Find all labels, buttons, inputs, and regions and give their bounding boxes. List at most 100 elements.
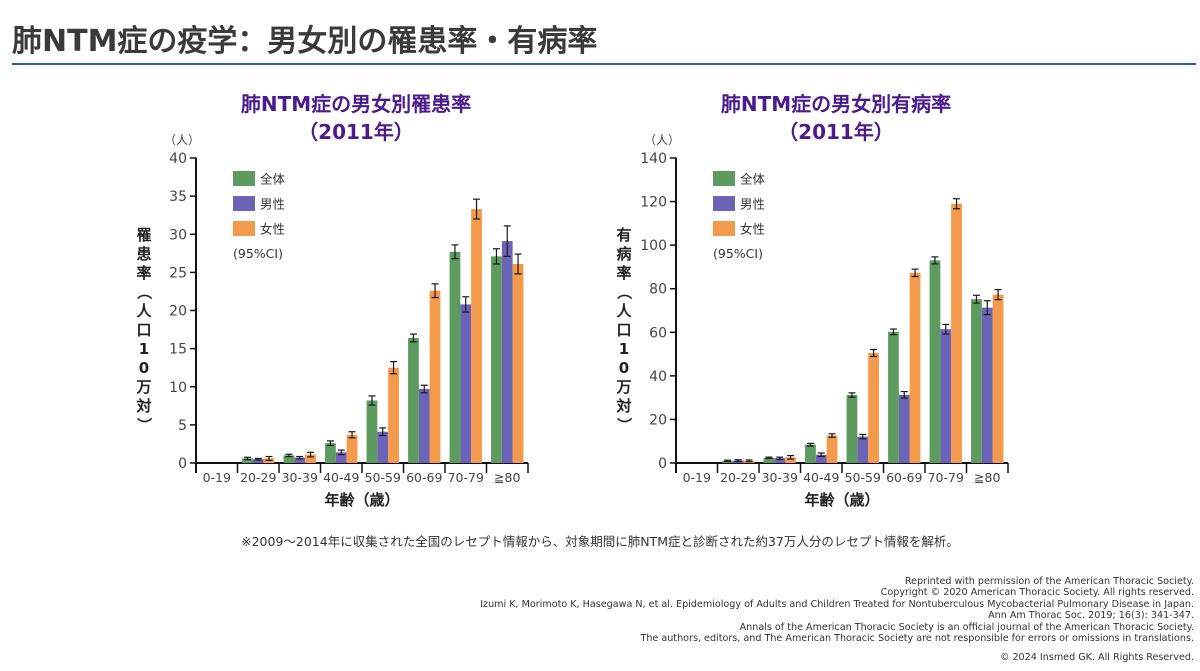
y-tick-label: 0 [658,456,667,472]
bar-male [815,454,827,463]
bar-overall [805,444,816,463]
y-axis-title-char: ） [615,417,633,432]
x-tick-label: 30-39 [282,470,318,485]
y-axis-title-char: 1 [619,340,629,358]
y-tick-label: 120 [640,195,667,211]
chart-subtitle: （2011年） [778,120,894,144]
bar-overall [491,256,502,463]
y-tick-label: 35 [169,189,187,205]
x-tick-label: 60-69 [406,470,442,485]
x-tick-label: 30-39 [762,470,798,485]
page-title: 肺NTM症の疫学：男女別の罹患率・有病率 [12,24,598,59]
credit-line: Copyright © 2020 American Thoracic Socie… [880,587,1194,599]
credit-line: Izumi K, Morimoto K, Hasegawa N, et al. … [480,598,1194,610]
bar-overall [325,443,336,463]
x-tick-label: ≧80 [494,470,520,485]
x-tick-label: 70-79 [448,470,484,485]
bar-female [826,435,838,463]
y-axis-title-char: 対 [615,397,631,415]
title-divider [12,63,1196,65]
legend-ci-note: (95%CI) [713,246,763,261]
y-axis-title-char: 口 [616,321,631,339]
legend-label-male: 男性 [740,197,765,212]
legend-swatch-male [233,196,255,211]
y-axis-title-char: （ [135,284,153,299]
x-tick-label: 70-79 [928,470,964,485]
bar-male [294,457,306,463]
legend-ci-note: (95%CI) [233,246,283,261]
y-axis-title-char: 0 [139,359,149,377]
y-axis-title-char: 1 [139,340,149,358]
x-tick-label: 50-59 [845,470,881,485]
legend-label-overall: 全体 [740,172,766,187]
legend-label-male: 男性 [260,197,285,212]
y-tick-label: 140 [640,151,667,167]
y-tick-label: 40 [649,369,667,385]
legend-label-female: 女性 [740,222,765,237]
y-axis-title-char: 病 [616,245,631,263]
credits: Reprinted with permission of the America… [480,576,1194,644]
credit-line: Ann Am Thorac Soc. 2019; 16(3): 341-347. [988,610,1194,622]
bar-female [471,209,482,463]
bar-male [418,389,430,463]
x-tick-label: 0-19 [203,470,231,485]
y-unit-label: （人） [164,133,200,147]
y-tick-label: 80 [649,282,667,298]
y-tick-label: 15 [169,342,187,358]
bar-male [501,241,513,463]
bar-female [951,203,962,463]
x-axis-title: 年齢（歳） [804,491,879,509]
bar-overall [408,337,419,463]
credit-line: Reprinted with permission of the America… [904,576,1194,587]
prevalence-chart: 肺NTM症の男女別有病率 （2011年） 0 20 40 60 80 100 120 140 （… [606,88,1066,513]
bar-male [940,329,952,463]
bar-male [335,452,347,463]
bar-female [388,367,399,463]
chart-subtitle: （2011年） [298,120,414,144]
x-tick-label: 20-29 [240,470,276,485]
bar-overall [846,395,858,463]
bar-female [868,352,879,463]
y-axis-title-char: 人 [136,302,152,320]
bar-overall [283,455,295,463]
bar-overall [929,260,941,463]
bar-overall [971,299,982,463]
credit-line: Annals of the American Thoracic Society … [739,621,1194,633]
x-tick-label: ≧80 [974,470,1000,485]
y-axis-title-char: 人 [616,302,632,320]
bar-male [252,459,264,463]
x-tick-label: 50-59 [365,470,401,485]
y-axis-title-char: 0 [619,359,629,377]
y-tick-label: 25 [169,265,187,281]
chart-title: 肺NTM症の男女別罹患率 [240,92,472,116]
bar-female [512,263,524,463]
bar-male [857,436,869,463]
y-axis-title-char: ） [135,417,153,432]
y-tick-label: 5 [178,418,187,434]
y-axis-title-char: 率 [136,264,151,282]
y-axis-title-char: 罹 [136,226,151,244]
y-tick-label: 20 [649,412,667,428]
chart-title: 肺NTM症の男女別有病率 [720,92,952,116]
credit-line: The authors, editors, and The American T… [640,633,1194,645]
copyright: © 2024 Insmed GK. All Rights Reserved. [999,652,1194,663]
legend-swatch-male [713,196,735,211]
bar-male [460,304,472,463]
x-tick-label: 60-69 [886,470,922,485]
legend-swatch-female [713,221,735,236]
bar-female [346,434,358,463]
bar-overall [449,251,461,463]
y-unit-label: （人） [644,133,680,147]
bar-overall [763,457,775,463]
y-tick-label: 60 [649,325,667,341]
x-tick-label: 20-29 [720,470,756,485]
x-tick-label: 40-49 [323,470,359,485]
y-tick-label: 10 [169,380,187,396]
y-axis-title-char: 対 [135,397,151,415]
incidence-chart: 肺NTM症の男女別罹患率 （2011年） 0 5 10 15 20 25 30 35 40 （人）… [126,88,586,513]
legend-label-overall: 全体 [260,172,286,187]
x-tick-label: 0-19 [683,470,711,485]
y-axis-title-char: （ [615,284,633,299]
